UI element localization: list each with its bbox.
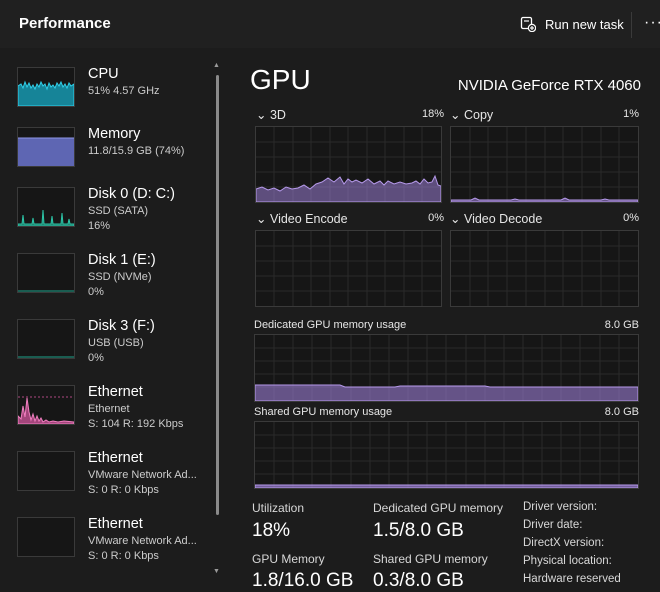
shared-memory-graph <box>254 421 639 489</box>
memory-thumbnail-graph <box>17 127 75 167</box>
engine-percent: 0% <box>428 212 444 224</box>
dedicated-memory-usage-label: Dedicated GPU memory usage <box>254 319 407 331</box>
ethernet-thumbnail-graph <box>17 517 75 557</box>
gpu-memory-label: GPU Memory <box>252 552 325 566</box>
sidebar-item-label: Ethernet <box>88 384 143 400</box>
dedicated-gpu-memory-value: 1.5/8.0 GB <box>373 520 464 541</box>
chevron-down-icon: ⌄ <box>256 212 267 226</box>
sidebar-item-ethernet-2[interactable]: Ethernet VMware Network Ad... S: 0 R: 0 … <box>0 450 210 513</box>
sidebar-item-detail: USB (USB) <box>88 337 144 349</box>
header-divider <box>631 12 632 38</box>
sidebar-item-label: CPU <box>88 66 119 82</box>
engine-label: 3D <box>269 108 286 122</box>
driver-date-label: Driver date: <box>523 519 583 531</box>
chevron-down-icon: ⌄ <box>256 108 267 122</box>
engine-percent: 1% <box>623 108 639 120</box>
engine-percent: 0% <box>623 212 639 224</box>
sidebar-item-detail: 11.8/15.9 GB (74%) <box>88 145 185 157</box>
disk1-thumbnail-graph <box>17 253 75 293</box>
sidebar-item-cpu[interactable]: CPU 51% 4.57 GHz <box>0 66 210 129</box>
scroll-down-arrow-icon[interactable]: ▼ <box>213 568 220 575</box>
shared-gpu-memory-label: Shared GPU memory <box>373 552 488 566</box>
engine-copy-selector[interactable]: ⌄ Copy <box>450 107 493 122</box>
engine-video-encode-selector[interactable]: ⌄ Video Encode <box>256 211 348 226</box>
directx-version-label: DirectX version: <box>523 537 605 549</box>
run-new-task-button[interactable]: Run new task <box>520 14 624 34</box>
engine-video-decode-selector[interactable]: ⌄ Video Decode <box>450 211 542 226</box>
sidebar-item-detail: 51% 4.57 GHz <box>88 85 160 97</box>
engine-label: Video Encode <box>269 212 348 226</box>
more-options-icon[interactable]: ··· <box>644 14 660 31</box>
sidebar-item-detail: SSD (NVMe) <box>88 271 152 283</box>
sidebar-item-value: 0% <box>88 352 104 364</box>
dedicated-memory-graph <box>254 334 639 402</box>
cpu-thumbnail-graph <box>17 67 75 107</box>
engine-3d-selector[interactable]: ⌄ 3D <box>256 107 286 122</box>
sidebar-item-disk3[interactable]: Disk 3 (F:) USB (USB) 0% <box>0 318 210 381</box>
gpu-model-name: NVIDIA GeForce RTX 4060 <box>457 77 641 94</box>
dedicated-gpu-memory-label: Dedicated GPU memory <box>373 501 504 515</box>
sidebar-item-label: Disk 0 (D: C:) <box>88 186 175 202</box>
sidebar-item-disk1[interactable]: Disk 1 (E:) SSD (NVMe) 0% <box>0 252 210 315</box>
utilization-value: 18% <box>252 520 291 541</box>
sidebar-item-label: Ethernet <box>88 450 143 466</box>
engine-3d-graph <box>255 126 442 203</box>
engine-copy-graph <box>450 126 639 203</box>
run-new-task-label: Run new task <box>545 16 624 32</box>
ethernet-thumbnail-graph <box>17 451 75 491</box>
sidebar-item-label: Ethernet <box>88 516 143 532</box>
sidebar-item-label: Memory <box>88 126 141 142</box>
sidebar-item-detail: Ethernet <box>88 403 130 415</box>
gpu-memory-value: 1.8/16.0 GB <box>252 570 354 591</box>
shared-gpu-memory-value: 0.3/8.0 GB <box>373 570 464 591</box>
header-bar: Performance Run new task ··· <box>0 0 660 48</box>
engine-video-decode-graph <box>450 230 639 307</box>
ethernet-thumbnail-graph <box>17 385 75 425</box>
sidebar-item-detail: VMware Network Ad... <box>88 535 197 547</box>
sidebar-item-value: S: 104 R: 192 Kbps <box>88 418 184 430</box>
sidebar-item-label: Disk 3 (F:) <box>88 318 155 334</box>
chevron-down-icon: ⌄ <box>450 212 461 226</box>
shared-memory-max: 8.0 GB <box>604 406 639 418</box>
hardware-reserved-label: Hardware reserved <box>523 573 621 585</box>
engine-video-encode-graph <box>255 230 442 307</box>
driver-version-label: Driver version: <box>523 501 598 513</box>
gpu-title: GPU <box>250 64 311 95</box>
disk0-thumbnail-graph <box>17 187 75 227</box>
sidebar-item-ethernet-1[interactable]: Ethernet Ethernet S: 104 R: 192 Kbps <box>0 384 210 447</box>
sidebar-item-disk0[interactable]: Disk 0 (D: C:) SSD (SATA) 16% <box>0 186 210 249</box>
physical-location-label: Physical location: <box>523 555 612 567</box>
dedicated-memory-max: 8.0 GB <box>604 319 639 331</box>
engine-percent: 18% <box>421 108 444 120</box>
sidebar-item-ethernet-3[interactable]: Ethernet VMware Network Ad... S: 0 R: 0 … <box>0 516 210 579</box>
utilization-label: Utilization <box>252 501 305 515</box>
sidebar-item-detail: SSD (SATA) <box>88 205 149 217</box>
scroll-up-arrow-icon[interactable]: ▲ <box>213 62 220 69</box>
sidebar-item-detail: VMware Network Ad... <box>88 469 197 481</box>
disk3-thumbnail-graph <box>17 319 75 359</box>
sidebar-item-memory[interactable]: Memory 11.8/15.9 GB (74%) <box>0 126 210 189</box>
sidebar-item-value: 0% <box>88 286 104 298</box>
chevron-down-icon: ⌄ <box>450 108 461 122</box>
page-title: Performance <box>19 15 111 32</box>
sidebar-item-label: Disk 1 (E:) <box>88 252 156 268</box>
sidebar-item-value: S: 0 R: 0 Kbps <box>88 484 159 496</box>
sidebar-item-value: S: 0 R: 0 Kbps <box>88 550 159 562</box>
engine-label: Copy <box>463 108 494 122</box>
sidebar-item-value: 16% <box>88 220 111 232</box>
run-task-icon <box>520 16 536 32</box>
engine-label: Video Decode <box>463 212 543 226</box>
sidebar-scrollbar[interactable] <box>216 75 219 515</box>
shared-memory-usage-label: Shared GPU memory usage <box>254 406 393 418</box>
